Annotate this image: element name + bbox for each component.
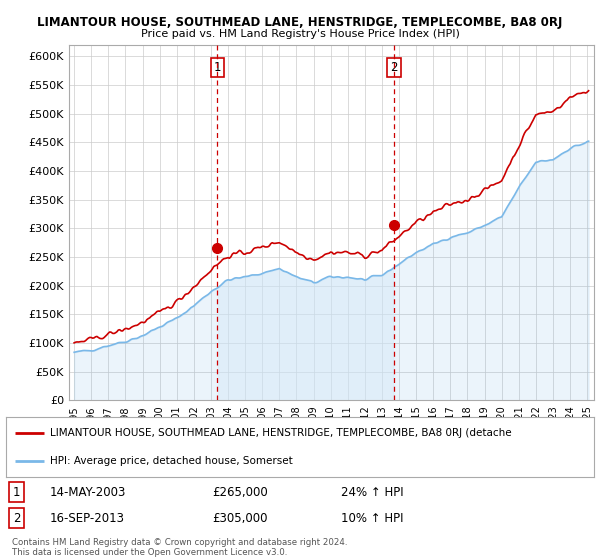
Text: Contains HM Land Registry data © Crown copyright and database right 2024.: Contains HM Land Registry data © Crown c… — [12, 538, 347, 547]
Text: HPI: Average price, detached house, Somerset: HPI: Average price, detached house, Some… — [50, 456, 293, 466]
Text: Price paid vs. HM Land Registry's House Price Index (HPI): Price paid vs. HM Land Registry's House … — [140, 29, 460, 39]
Text: LIMANTOUR HOUSE, SOUTHMEAD LANE, HENSTRIDGE, TEMPLECOMBE, BA8 0RJ: LIMANTOUR HOUSE, SOUTHMEAD LANE, HENSTRI… — [37, 16, 563, 29]
Text: £265,000: £265,000 — [212, 486, 268, 498]
Text: 1: 1 — [214, 61, 221, 74]
Text: LIMANTOUR HOUSE, SOUTHMEAD LANE, HENSTRIDGE, TEMPLECOMBE, BA8 0RJ (detache: LIMANTOUR HOUSE, SOUTHMEAD LANE, HENSTRI… — [50, 428, 512, 438]
Text: 14-MAY-2003: 14-MAY-2003 — [50, 486, 127, 498]
Text: 2: 2 — [391, 61, 398, 74]
Text: 1: 1 — [13, 486, 20, 498]
Text: This data is licensed under the Open Government Licence v3.0.: This data is licensed under the Open Gov… — [12, 548, 287, 557]
Text: 24% ↑ HPI: 24% ↑ HPI — [341, 486, 404, 498]
Text: £305,000: £305,000 — [212, 512, 267, 525]
Text: 16-SEP-2013: 16-SEP-2013 — [50, 512, 125, 525]
Text: 10% ↑ HPI: 10% ↑ HPI — [341, 512, 404, 525]
Text: 2: 2 — [13, 512, 20, 525]
